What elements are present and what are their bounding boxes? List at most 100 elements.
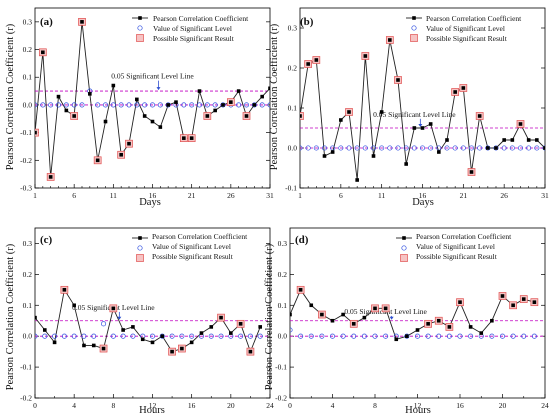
panel-a-legend-entry-2: Value of Significant Level (153, 24, 232, 33)
panel-a-data-point (111, 83, 116, 88)
panel-a-significant-level-point (118, 102, 124, 108)
panel-d-ytick-label: 0.3 (278, 239, 288, 248)
panel-a-significant-level-point (71, 102, 77, 108)
panel-c-significant-level-point (52, 333, 58, 339)
panel-d-legend: Pearson Correlation Coefficient Value of… (416, 232, 512, 261)
panel-b-data-point (420, 126, 425, 130)
panel-b-significant-level-point (485, 145, 491, 151)
panel-c-xtick-label: 12 (149, 401, 157, 410)
panel-a-data-point (158, 125, 163, 129)
panel-b-data-point (461, 86, 466, 90)
panel-a-significant-level-point (55, 102, 62, 108)
panel-d-significant-level-point (468, 333, 474, 339)
panel-a-data-point (127, 141, 131, 146)
panel-d-data-point (290, 312, 292, 317)
panel-a-data-point (182, 136, 186, 140)
panel-a-data-point (41, 50, 45, 55)
panel-b-data-point (314, 58, 319, 62)
panel-c-xtick-label: 4 (72, 401, 76, 410)
panel-b-significant-level-point (346, 145, 352, 151)
panel-c-significant-level-point (71, 333, 77, 339)
panel-d-data-point (405, 334, 409, 338)
panel-d: (d) Pearson Correlation Coefficient (r) … (264, 227, 549, 416)
panel-c-data-point (35, 315, 37, 320)
panel-b: (b) Pearson Correlation Coefficient (r) … (269, 7, 549, 208)
panel-a-significant-level-point (204, 102, 210, 108)
panel-a-legend-point-symbol (138, 16, 142, 20)
panel-c-data-point (101, 346, 106, 351)
panel-a-xtick-label: 16 (149, 191, 157, 200)
panel-c-legend-square-symbol (136, 254, 144, 262)
panel-b-significant-level-point (493, 145, 499, 151)
panel-d-data-point (320, 312, 324, 317)
panel-c-ytick-label: 0.3 (23, 239, 33, 248)
panel-b-data-point (355, 178, 359, 182)
panel-d-xtick-label: 16 (456, 401, 464, 410)
panel-d-ytick-label: 0.2 (278, 270, 288, 279)
panel-a-significant-level-point (157, 102, 163, 108)
panel-b-data-point (494, 146, 498, 150)
panel-a-ytick-label: 0.2 (23, 45, 33, 54)
panel-a-label: (a) (40, 16, 53, 28)
panel-b-xtick-label: 21 (460, 191, 468, 200)
panel-a-data-point (80, 20, 84, 24)
panel-a-data-point (236, 89, 241, 93)
panel-d-data-point (373, 306, 377, 311)
panel-c-legend-entry-2: Value of Significant Level (152, 242, 231, 251)
panel-a-data-point (48, 175, 53, 179)
panel-a-data-point (189, 136, 194, 140)
panel-a-significant-level-point (196, 102, 203, 108)
panel-b-significant-level-point (305, 145, 311, 151)
panel-d-significant-level-point (361, 333, 367, 339)
panel-b-data-point (322, 154, 327, 158)
panel-d-significant-level-point (510, 333, 516, 339)
panel-c-plot-area (35, 285, 270, 356)
panel-d-label: (d) (295, 234, 309, 246)
panel-a-significant-level-point (259, 102, 265, 108)
panel-d-data-point (521, 297, 526, 301)
panel-d-data-point (468, 325, 473, 329)
panel-a-significant-level-point (95, 102, 101, 108)
panel-c-data-point (219, 315, 223, 320)
panel-d-legend-point-symbol (402, 236, 406, 240)
panel-d-xtick-label: 8 (373, 401, 377, 410)
panel-b-data-point (330, 150, 335, 154)
panel-a-significant-level-point (165, 102, 171, 108)
panel-a-data-point (56, 94, 61, 99)
panel-c-significant-level-point (247, 333, 253, 339)
panel-b-data-point (371, 154, 376, 158)
panel-b-significant-level-point (419, 145, 426, 151)
panel-d-significant-level-point (290, 327, 293, 333)
panel-a-ylabel: Pearson Correlation Coefficient (r) (5, 23, 16, 170)
panel-a-series-line (35, 21, 270, 177)
panel-b-legend-point-symbol (412, 16, 416, 20)
panel-b-ytick-label: 0.2 (288, 64, 298, 73)
panel-a-data-point (229, 100, 233, 104)
panel-a-significant-level-point (63, 102, 69, 108)
panel-c-significant-level-point (110, 333, 116, 339)
panel-b-data-point (445, 138, 449, 142)
panel-b-legend-entry-3: Possible Significant Result (426, 34, 508, 43)
panel-a-data-point (221, 103, 225, 107)
panel-b-data-point (518, 122, 523, 126)
panel-a-data-point (88, 92, 92, 96)
panel-b-ytick-label: 0.1 (288, 104, 298, 113)
panel-b-data-point (428, 122, 433, 126)
panel-b-significant-level-point (379, 145, 385, 151)
panel-d-data-point (330, 318, 335, 323)
panel-c-significant-level-point (149, 333, 156, 339)
panel-c-xtick-label: 24 (266, 401, 274, 410)
panel-c-significant-level-point (257, 333, 263, 339)
panel-a-significant-level-point (79, 102, 85, 108)
panel-a-legend: Pearson Correlation Coefficient Value of… (153, 14, 249, 43)
panel-d-significant-level-point (457, 333, 463, 339)
panel-d-data-point (415, 328, 420, 332)
panel-d-significant-level-point (414, 333, 421, 339)
panel-c-data-point (199, 331, 204, 335)
panel-a-significant-level-point (220, 102, 226, 108)
panel-b-data-point (300, 114, 302, 118)
panel-c-significant-level-point (42, 333, 48, 339)
panel-b-xtick-label: 16 (419, 191, 427, 200)
panel-c-xtick-label: 0 (33, 401, 37, 410)
panel-d-xtick-label: 4 (331, 401, 335, 410)
